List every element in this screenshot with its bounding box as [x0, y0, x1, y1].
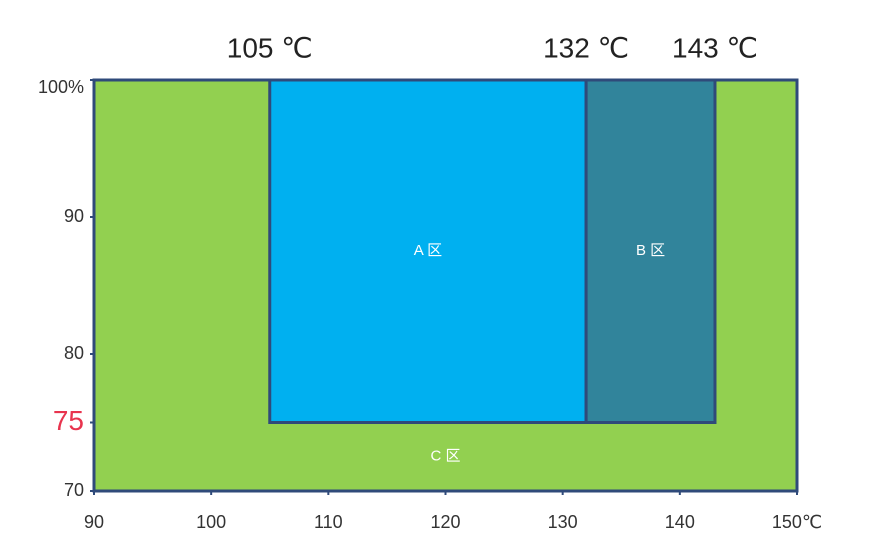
- x-tick-label: 150℃: [772, 512, 822, 532]
- y-tick-label: 70: [64, 480, 84, 500]
- x-tick-label: 140: [665, 512, 695, 532]
- annotation: 132 ℃: [543, 32, 629, 63]
- y-tick-label: 100%: [38, 77, 84, 97]
- region-label: C 区: [430, 448, 460, 465]
- region: [584, 78, 717, 424]
- region-label: B 区: [636, 242, 665, 259]
- annotation: 105 ℃: [227, 32, 313, 63]
- region-label: A 区: [414, 242, 442, 259]
- y-tick-label: 90: [64, 206, 84, 226]
- region: [268, 78, 588, 424]
- x-tick-label: 110: [314, 512, 343, 532]
- x-tick-label: 100: [196, 512, 226, 532]
- x-tick-label: 130: [548, 512, 578, 532]
- x-tick-label: 120: [430, 512, 460, 532]
- x-tick-label: 90: [84, 512, 104, 532]
- annotation: 143 ℃: [672, 32, 758, 63]
- y-tick-label: 75: [53, 405, 84, 436]
- y-tick-label: 80: [64, 343, 84, 363]
